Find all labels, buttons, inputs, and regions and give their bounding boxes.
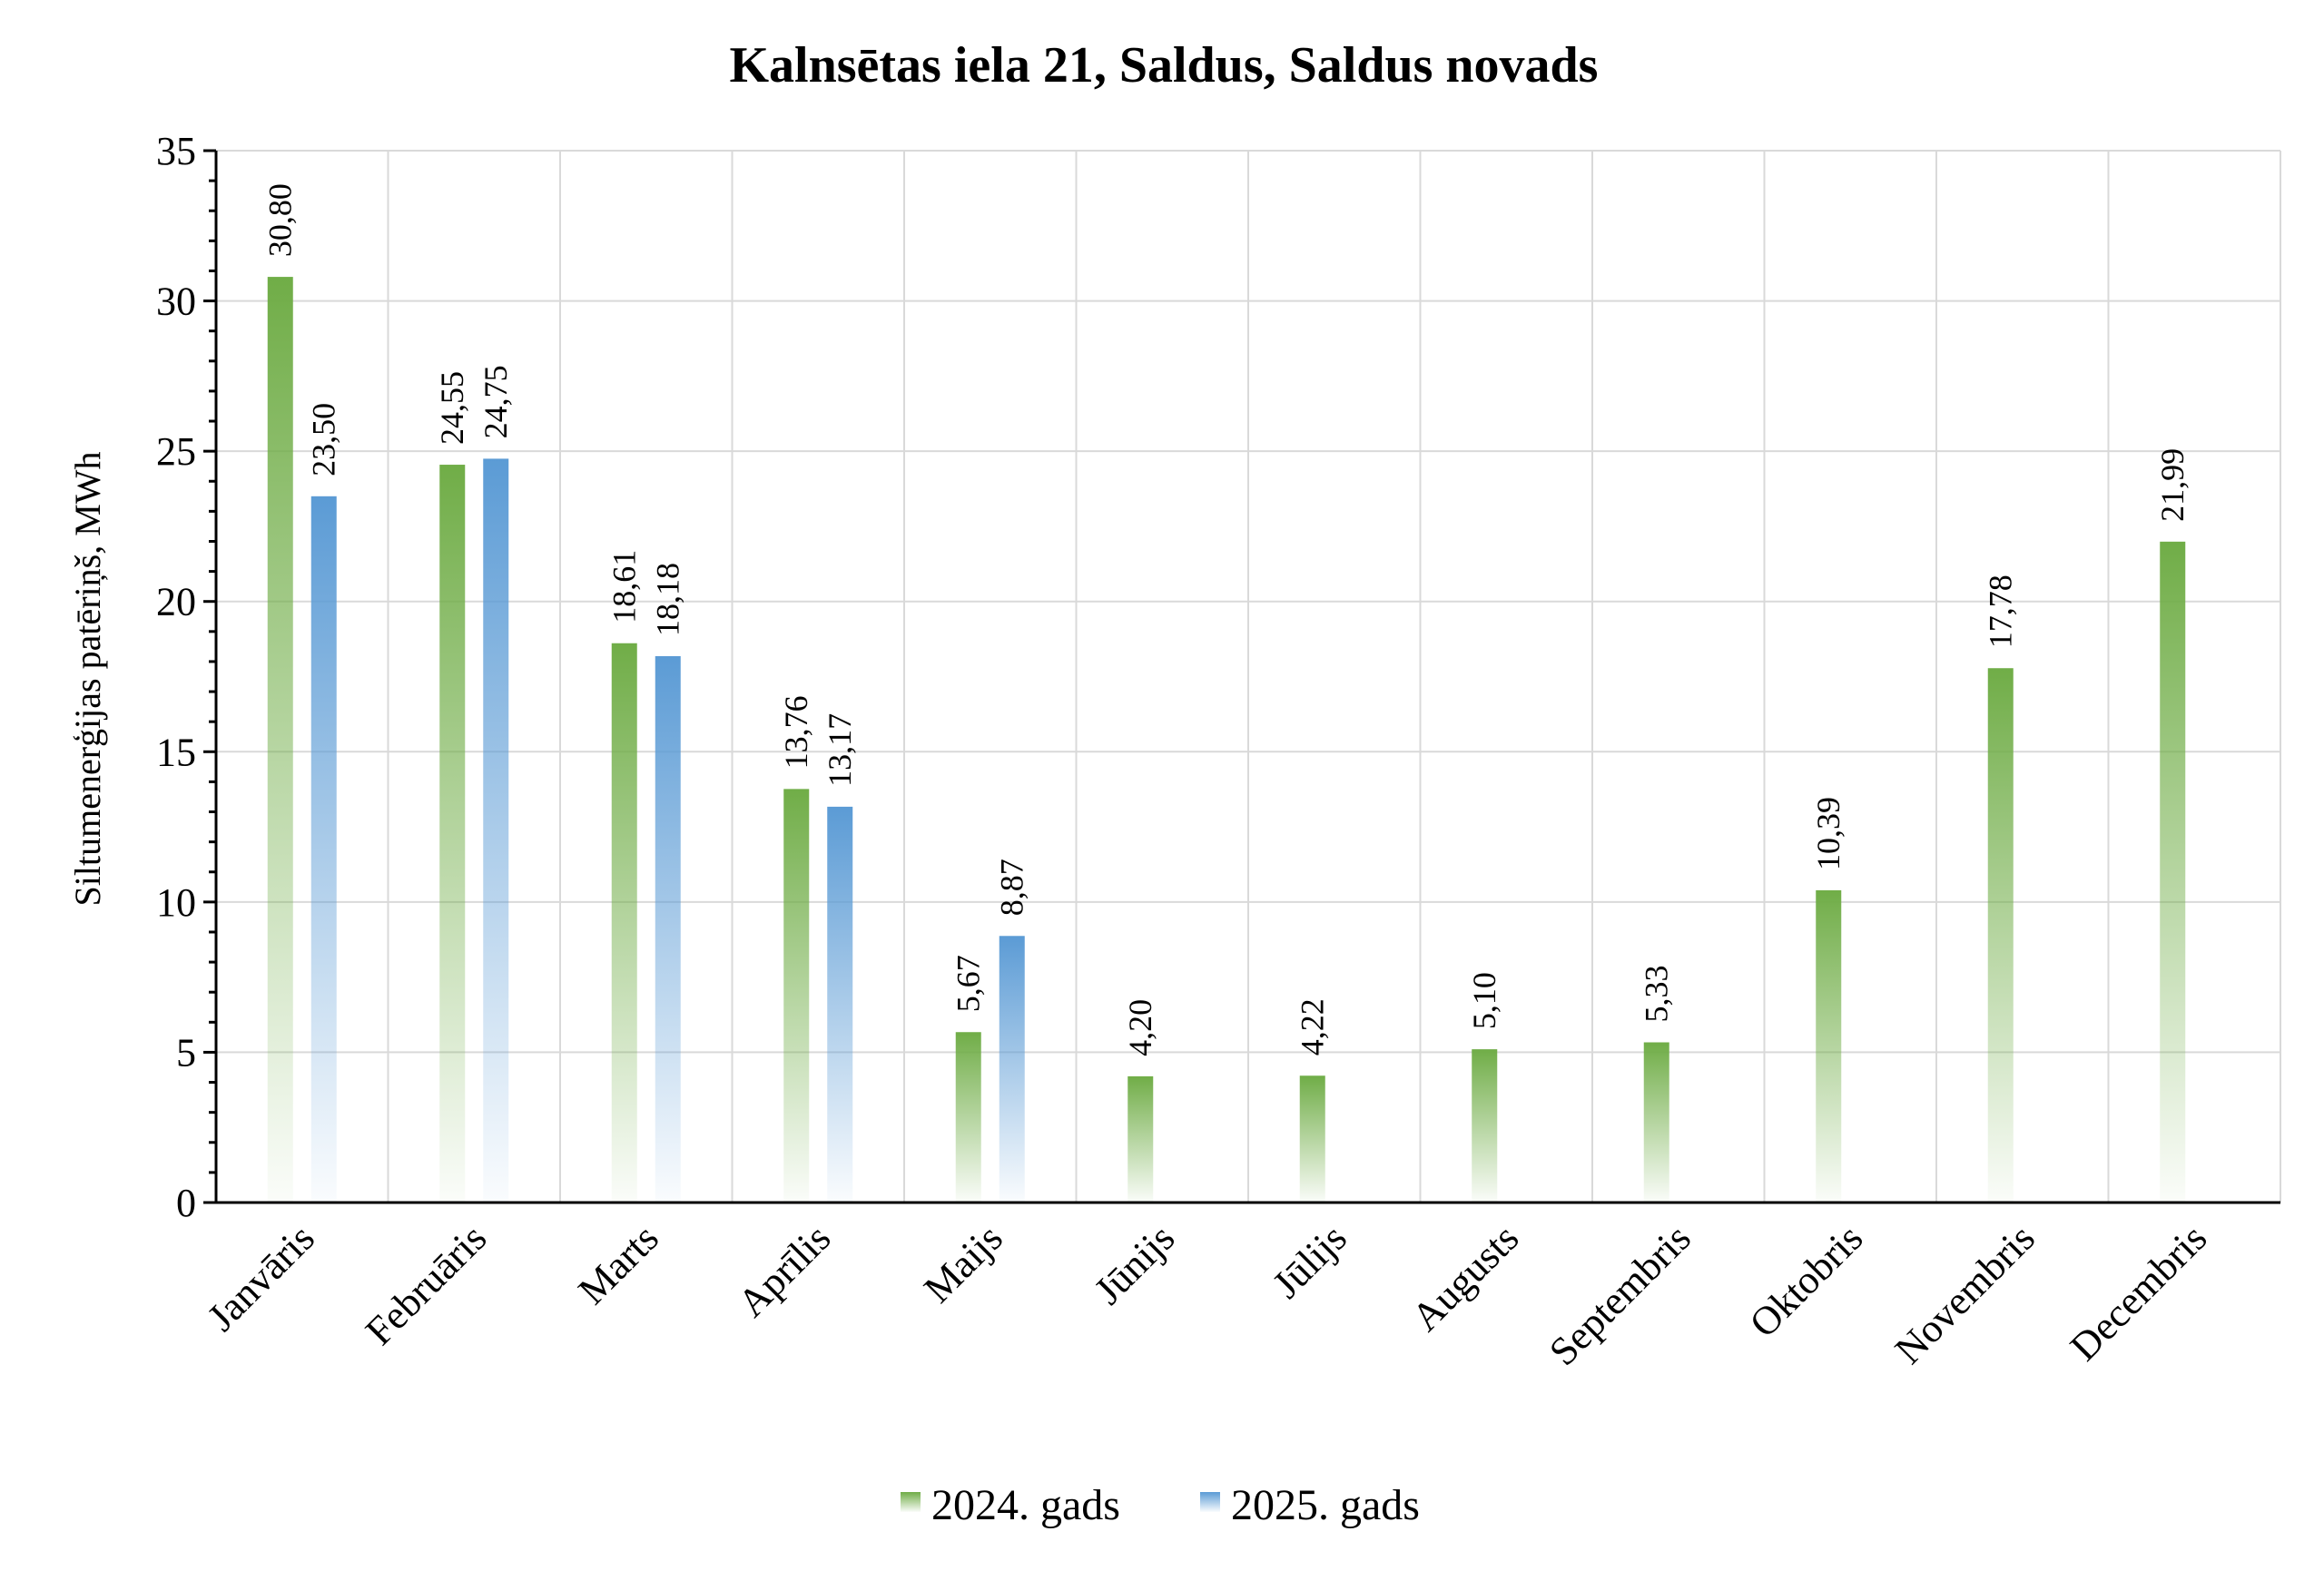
bar-2024-5 bbox=[1128, 1075, 1154, 1203]
bar-2024-1 bbox=[439, 465, 466, 1203]
data-label-2024-4: 5,67 bbox=[950, 955, 987, 1012]
data-label-2024-9: 10,39 bbox=[1810, 797, 1846, 870]
legend-label-2025: 2025. gads bbox=[1231, 1481, 1420, 1529]
y-tick-label: 30 bbox=[156, 280, 196, 324]
data-label-2024-1: 24,55 bbox=[434, 371, 470, 445]
legend-swatch-2024 bbox=[901, 1492, 921, 1512]
data-label-2025-3: 13,17 bbox=[822, 713, 858, 787]
data-label-2025-1: 24,75 bbox=[478, 365, 514, 438]
y-tick-label: 20 bbox=[156, 580, 196, 624]
y-tick-label: 15 bbox=[156, 730, 196, 774]
data-label-2025-2: 18,18 bbox=[650, 563, 686, 636]
data-label-2024-11: 21,99 bbox=[2154, 448, 2191, 522]
x-category-label: Septembris bbox=[1541, 1215, 1699, 1374]
x-category-label: Jūnijs bbox=[1086, 1215, 1183, 1312]
data-label-2024-10: 17,78 bbox=[1983, 574, 2019, 648]
y-tick-label: 0 bbox=[176, 1181, 196, 1225]
bars-layer bbox=[267, 277, 2186, 1203]
x-category-label: Marts bbox=[570, 1215, 667, 1312]
x-category-label: Jūlijs bbox=[1264, 1215, 1354, 1306]
bar-2025-0 bbox=[310, 496, 337, 1203]
y-tick-label: 35 bbox=[156, 129, 196, 173]
bar-2024-6 bbox=[1299, 1075, 1325, 1203]
data-label-2024-7: 5,10 bbox=[1466, 972, 1502, 1029]
x-category-label: Janvāris bbox=[199, 1215, 323, 1340]
y-tick-label: 25 bbox=[156, 429, 196, 474]
bar-2024-11 bbox=[2160, 541, 2186, 1203]
bar-2025-4 bbox=[999, 936, 1025, 1203]
data-label-2025-0: 23,50 bbox=[306, 403, 342, 476]
x-category-label: Decembris bbox=[2062, 1215, 2215, 1369]
bar-2025-3 bbox=[827, 806, 853, 1203]
data-label-2025-4: 8,87 bbox=[994, 859, 1030, 916]
bar-2025-1 bbox=[483, 458, 509, 1203]
x-category-label: Maijs bbox=[915, 1215, 1011, 1311]
chart-title: Kalnsētas iela 21, Saldus, Saldus novads bbox=[730, 37, 1599, 93]
x-category-label: Novembris bbox=[1886, 1215, 2043, 1372]
data-label-2024-3: 13,76 bbox=[778, 695, 814, 769]
x-category-label: Augusts bbox=[1403, 1215, 1528, 1340]
bar-2024-7 bbox=[1472, 1049, 1498, 1203]
y-axis-label: Siltumenerģijas patēriņš, MWh bbox=[67, 451, 108, 906]
bar-2024-9 bbox=[1816, 889, 1842, 1203]
bar-2024-10 bbox=[1987, 668, 2014, 1203]
legend-label-2024: 2024. gads bbox=[931, 1481, 1120, 1529]
x-category-label: Februāris bbox=[357, 1215, 495, 1353]
bar-2025-2 bbox=[655, 655, 681, 1203]
data-label-2024-5: 4,20 bbox=[1122, 999, 1158, 1056]
x-category-label: Oktobris bbox=[1741, 1215, 1872, 1346]
bar-2024-0 bbox=[267, 277, 293, 1203]
bar-2024-8 bbox=[1643, 1042, 1669, 1203]
grid-layer bbox=[216, 150, 2281, 1203]
y-tick-label: 5 bbox=[176, 1030, 196, 1075]
y-tick-label: 10 bbox=[156, 880, 196, 925]
data-label-2024-6: 4,22 bbox=[1295, 998, 1331, 1056]
bar-2024-2 bbox=[611, 643, 637, 1203]
data-label-2024-0: 30,80 bbox=[262, 183, 299, 257]
x-category-label: Aprīlis bbox=[729, 1215, 839, 1325]
data-label-2024-2: 18,61 bbox=[606, 550, 643, 623]
legend-swatch-2025 bbox=[1200, 1492, 1220, 1512]
bar-2024-4 bbox=[955, 1032, 981, 1203]
legend: 2024. gads 2025. gads bbox=[901, 1481, 1420, 1529]
bar-2024-3 bbox=[783, 789, 810, 1203]
data-labels-layer: 30,80 23,50 24,55 24,75 18,61 18,18 13,76 13,17… bbox=[262, 183, 2191, 1056]
data-label-2024-8: 5,33 bbox=[1639, 966, 1675, 1023]
